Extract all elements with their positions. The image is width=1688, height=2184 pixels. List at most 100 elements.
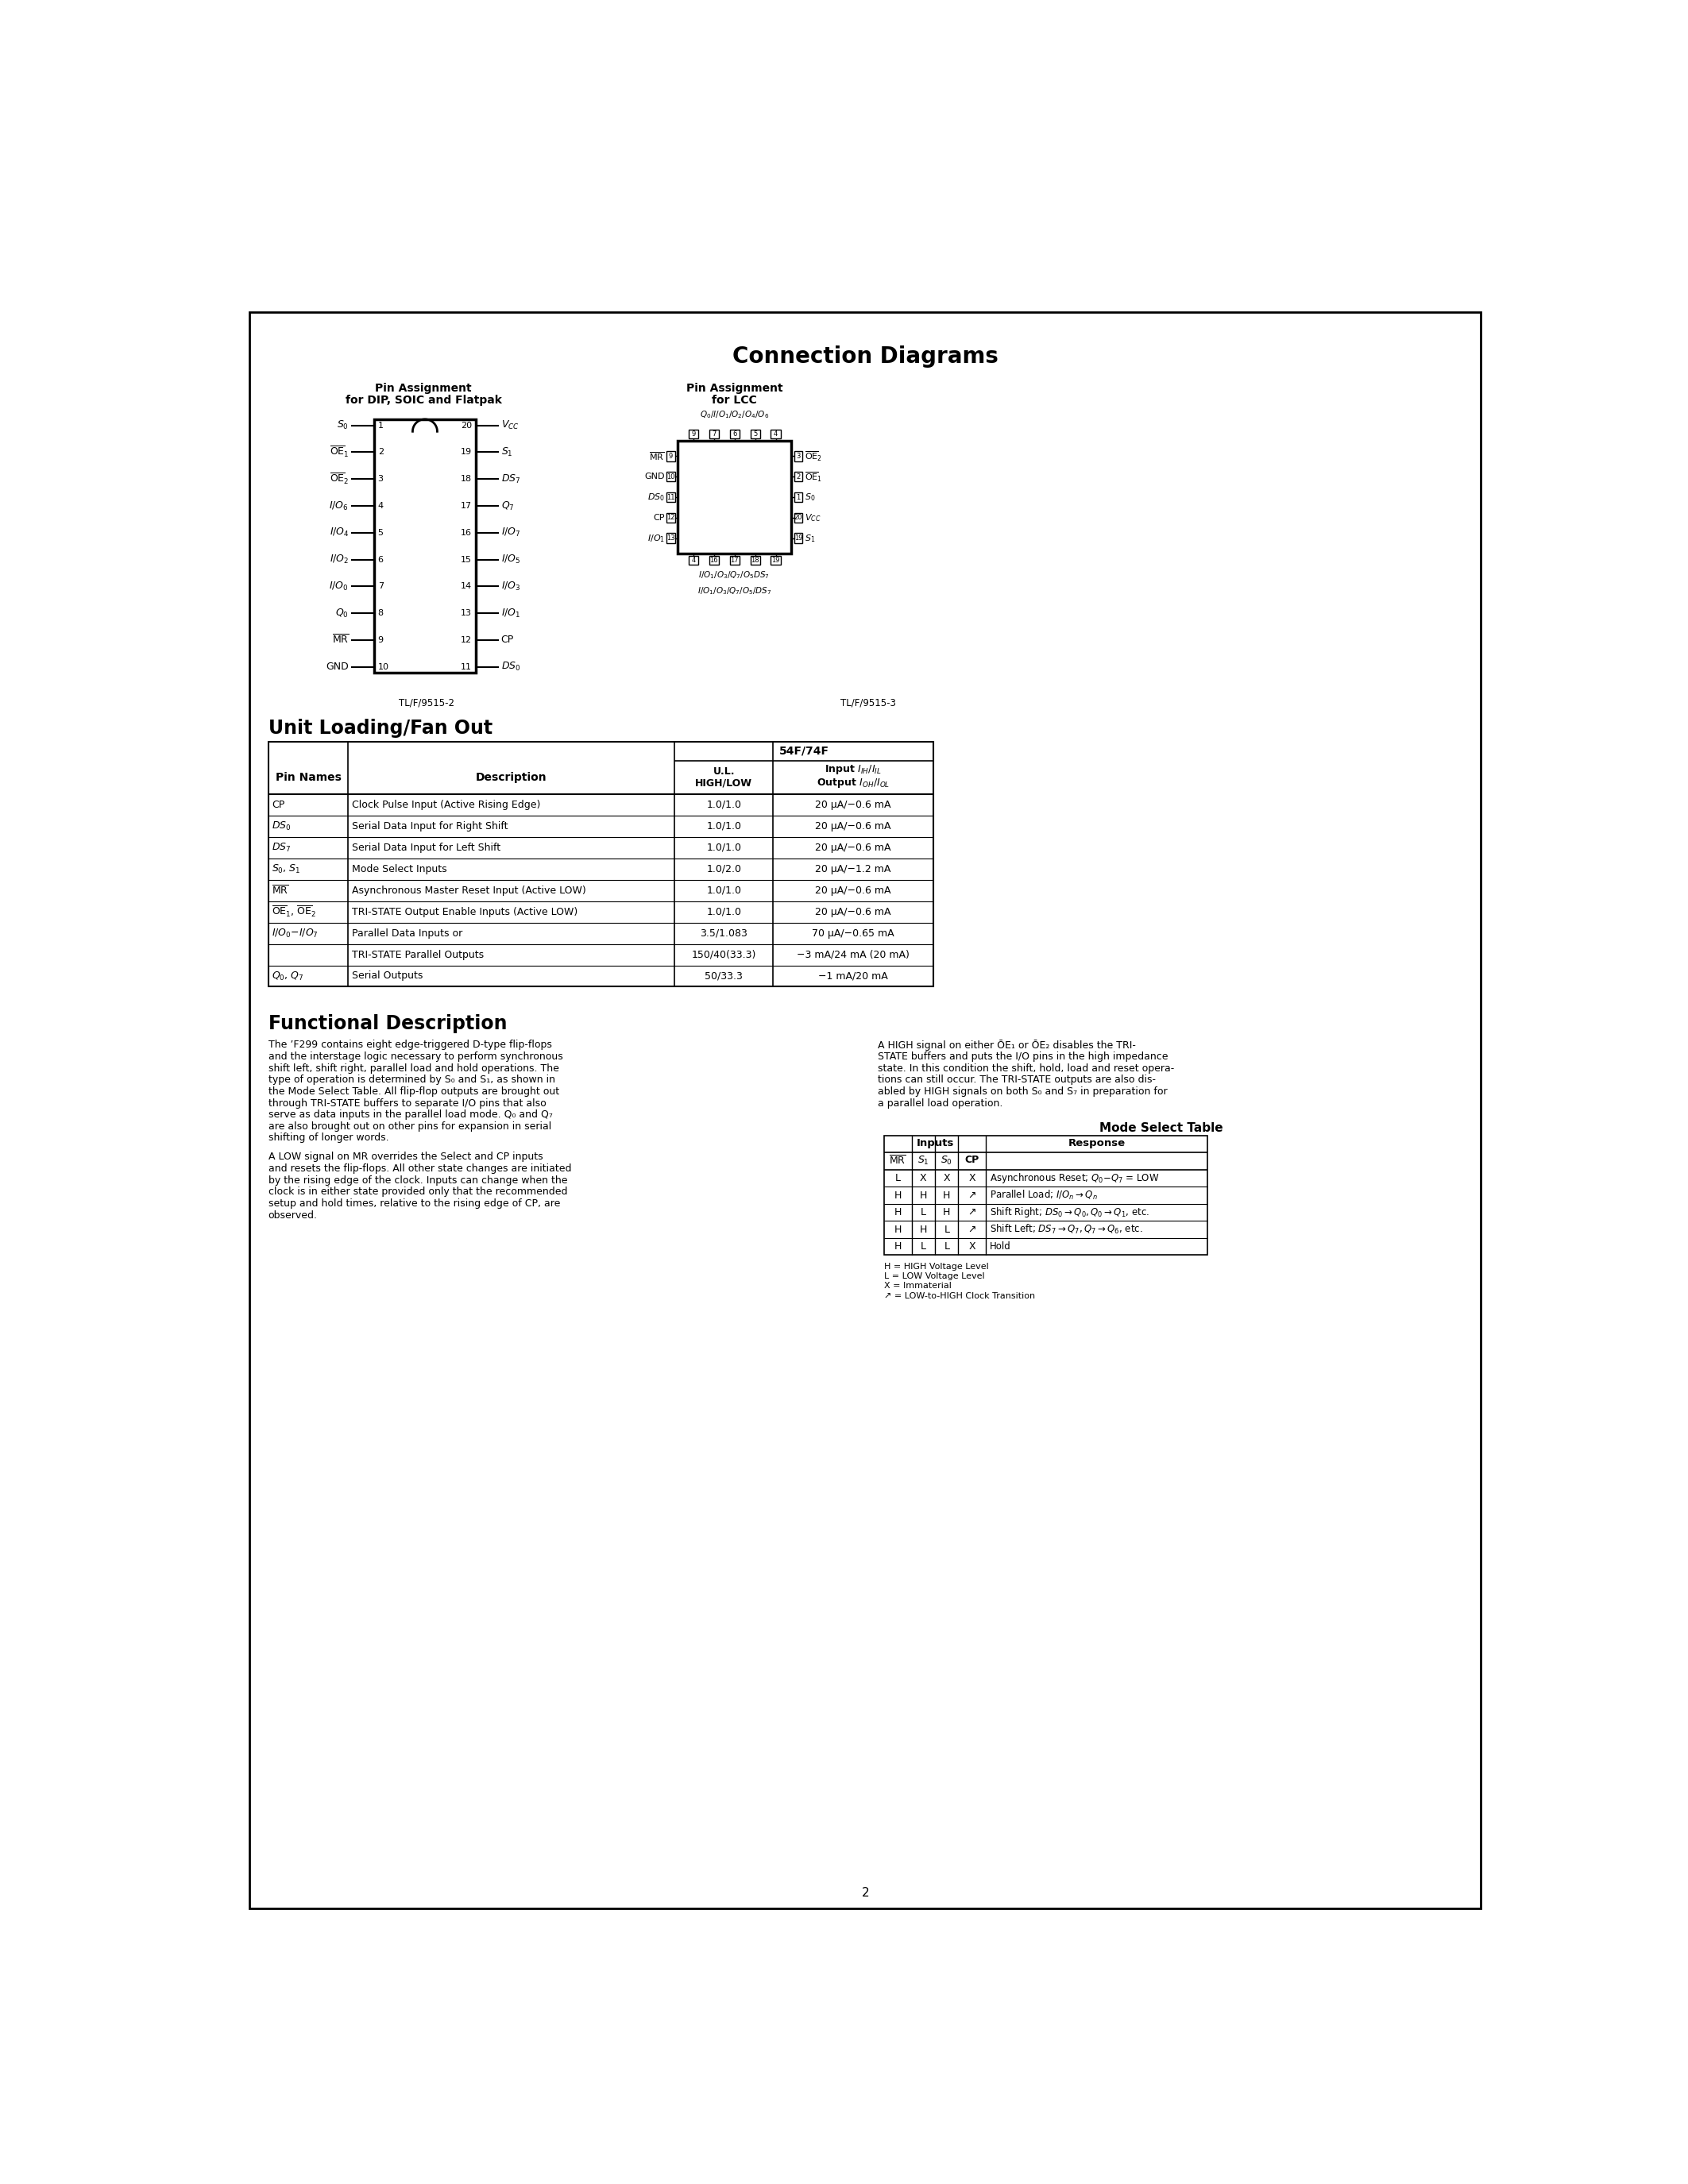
Text: 10: 10 — [667, 474, 675, 480]
Text: Pin Assignment: Pin Assignment — [685, 382, 783, 393]
Text: 20 μA/−0.6 mA: 20 μA/−0.6 mA — [815, 799, 891, 810]
Text: Mode Select Inputs: Mode Select Inputs — [353, 865, 447, 874]
Text: 13: 13 — [461, 609, 473, 618]
Text: $I/O_7$: $I/O_7$ — [501, 526, 520, 539]
Text: 4: 4 — [773, 430, 778, 437]
Text: $\overline{\mathrm{OE}}_2$: $\overline{\mathrm{OE}}_2$ — [805, 450, 822, 463]
Text: The ’F299 contains eight edge-triggered D-type flip-flops: The ’F299 contains eight edge-triggered … — [268, 1040, 552, 1051]
Text: and resets the flip-flops. All other state changes are initiated: and resets the flip-flops. All other sta… — [268, 1164, 571, 1173]
Text: X = Immaterial: X = Immaterial — [885, 1282, 952, 1291]
Text: X: X — [969, 1241, 976, 1251]
Text: GND: GND — [645, 472, 665, 480]
Text: A LOW signal on ΜR overrides the Select and CP inputs: A LOW signal on ΜR overrides the Select … — [268, 1151, 544, 1162]
Text: $\overline{\mathrm{OE}}_2$: $\overline{\mathrm{OE}}_2$ — [329, 472, 349, 487]
Text: 50/33.3: 50/33.3 — [706, 972, 743, 981]
Bar — [667, 472, 675, 483]
Text: X: X — [969, 1173, 976, 1184]
Bar — [709, 557, 719, 566]
Text: H: H — [920, 1190, 927, 1201]
Bar — [729, 430, 739, 439]
Text: 20 μA/−0.6 mA: 20 μA/−0.6 mA — [815, 843, 891, 852]
Text: 9: 9 — [668, 452, 674, 461]
Bar — [677, 441, 792, 555]
Text: 10: 10 — [378, 664, 388, 670]
Text: L: L — [895, 1173, 900, 1184]
Text: 16: 16 — [709, 557, 717, 563]
Text: X: X — [920, 1173, 927, 1184]
Text: Unit Loading/Fan Out: Unit Loading/Fan Out — [268, 719, 493, 738]
Text: Serial Data Input for Right Shift: Serial Data Input for Right Shift — [353, 821, 508, 832]
Text: Clock Pulse Input (Active Rising Edge): Clock Pulse Input (Active Rising Edge) — [353, 799, 540, 810]
Text: by the rising edge of the clock. Inputs can change when the: by the rising edge of the clock. Inputs … — [268, 1175, 567, 1186]
Text: $\overline{\mathrm{OE}}_1$: $\overline{\mathrm{OE}}_1$ — [805, 470, 822, 483]
Text: 11: 11 — [461, 664, 473, 670]
Bar — [729, 557, 739, 566]
Text: 18: 18 — [461, 476, 473, 483]
Text: 20 μA/−0.6 mA: 20 μA/−0.6 mA — [815, 821, 891, 832]
Text: Pin Assignment: Pin Assignment — [375, 382, 471, 393]
Text: 2: 2 — [861, 1887, 869, 1900]
Text: L: L — [920, 1241, 927, 1251]
Text: $\overline{\mathrm{MR}}$: $\overline{\mathrm{MR}}$ — [890, 1155, 906, 1166]
Text: $S_0$: $S_0$ — [805, 491, 815, 502]
Text: are also brought out on other pins for expansion in serial: are also brought out on other pins for e… — [268, 1120, 552, 1131]
Text: 6: 6 — [378, 555, 383, 563]
Text: $Q_0$: $Q_0$ — [336, 607, 349, 620]
Text: Functional Description: Functional Description — [268, 1013, 506, 1033]
Text: Pin Names: Pin Names — [275, 771, 341, 782]
Text: 2: 2 — [797, 474, 800, 480]
Text: 1.0/2.0: 1.0/2.0 — [706, 865, 741, 874]
Bar — [689, 430, 699, 439]
Text: shifting of longer words.: shifting of longer words. — [268, 1133, 388, 1142]
Text: U.L.: U.L. — [712, 767, 734, 775]
Bar — [771, 557, 782, 566]
Text: $S_1$: $S_1$ — [918, 1155, 928, 1166]
Text: $S_0$: $S_0$ — [338, 419, 349, 432]
Text: $Q_0$, $Q_7$: $Q_0$, $Q_7$ — [272, 970, 304, 983]
Text: abled by HIGH signals on both S₀ and S₇ in preparation for: abled by HIGH signals on both S₀ and S₇ … — [878, 1085, 1168, 1096]
Text: L: L — [944, 1241, 949, 1251]
Text: Mode Select Table: Mode Select Table — [1099, 1123, 1222, 1133]
Text: 12: 12 — [667, 513, 675, 522]
Text: $S_0$, $S_1$: $S_0$, $S_1$ — [272, 863, 300, 876]
Text: $I/O_0$: $I/O_0$ — [329, 581, 349, 592]
Text: setup and hold times, relative to the rising edge of CP, are: setup and hold times, relative to the ri… — [268, 1199, 560, 1208]
Bar — [667, 491, 675, 502]
Text: 20 μA/−0.6 mA: 20 μA/−0.6 mA — [815, 906, 891, 917]
Text: $S_1$: $S_1$ — [501, 446, 513, 459]
Text: clock is in either state provided only that the recommended: clock is in either state provided only t… — [268, 1186, 567, 1197]
Text: 15: 15 — [461, 555, 473, 563]
Text: state. In this condition the shift, hold, load and reset opera-: state. In this condition the shift, hold… — [878, 1064, 1175, 1075]
Text: STATE buffers and puts the I/O pins in the high impedance: STATE buffers and puts the I/O pins in t… — [878, 1051, 1168, 1061]
Text: 6: 6 — [733, 430, 736, 437]
Text: $I/O_2$: $I/O_2$ — [329, 553, 349, 566]
Text: H: H — [944, 1190, 950, 1201]
Text: $I/O_1/O_3/Q_7/O_5DS_7$: $I/O_1/O_3/Q_7/O_5DS_7$ — [699, 570, 770, 581]
Text: 54F/74F: 54F/74F — [778, 745, 829, 756]
Text: $S_1$: $S_1$ — [805, 533, 815, 544]
Bar — [749, 557, 760, 566]
Text: 1.0/1.0: 1.0/1.0 — [706, 799, 741, 810]
Bar — [793, 513, 802, 522]
Text: Input $I_{IH}/I_{IL}$: Input $I_{IH}/I_{IL}$ — [825, 764, 881, 775]
Text: ↗ = LOW-to-HIGH Clock Transition: ↗ = LOW-to-HIGH Clock Transition — [885, 1293, 1035, 1299]
Text: H: H — [944, 1208, 950, 1216]
Text: Serial Data Input for Left Shift: Serial Data Input for Left Shift — [353, 843, 501, 852]
Text: 3: 3 — [378, 476, 383, 483]
Text: through TRI-STATE buffers to separate I/O pins that also: through TRI-STATE buffers to separate I/… — [268, 1099, 547, 1107]
Text: 5: 5 — [753, 430, 758, 437]
Text: $DS_0$: $DS_0$ — [501, 662, 520, 673]
Text: 1: 1 — [378, 422, 383, 430]
Text: Shift Left; $DS_7 \rightarrow Q_7, Q_7 \rightarrow Q_6$, etc.: Shift Left; $DS_7 \rightarrow Q_7, Q_7 \… — [989, 1223, 1143, 1236]
Text: L: L — [944, 1225, 949, 1234]
Text: 150/40(33.3): 150/40(33.3) — [692, 950, 756, 959]
Text: Parallel Data Inputs or: Parallel Data Inputs or — [353, 928, 463, 939]
Bar — [709, 430, 719, 439]
Text: observed.: observed. — [268, 1210, 317, 1221]
Text: 1.0/1.0: 1.0/1.0 — [706, 906, 741, 917]
Text: Output $I_{OH}/I_{OL}$: Output $I_{OH}/I_{OL}$ — [817, 778, 890, 791]
Text: Asynchronous Master Reset Input (Active LOW): Asynchronous Master Reset Input (Active … — [353, 885, 586, 895]
Text: H: H — [895, 1225, 901, 1234]
Text: TL/F/9515-3: TL/F/9515-3 — [841, 697, 896, 708]
Text: $I/O_4$: $I/O_4$ — [329, 526, 349, 539]
